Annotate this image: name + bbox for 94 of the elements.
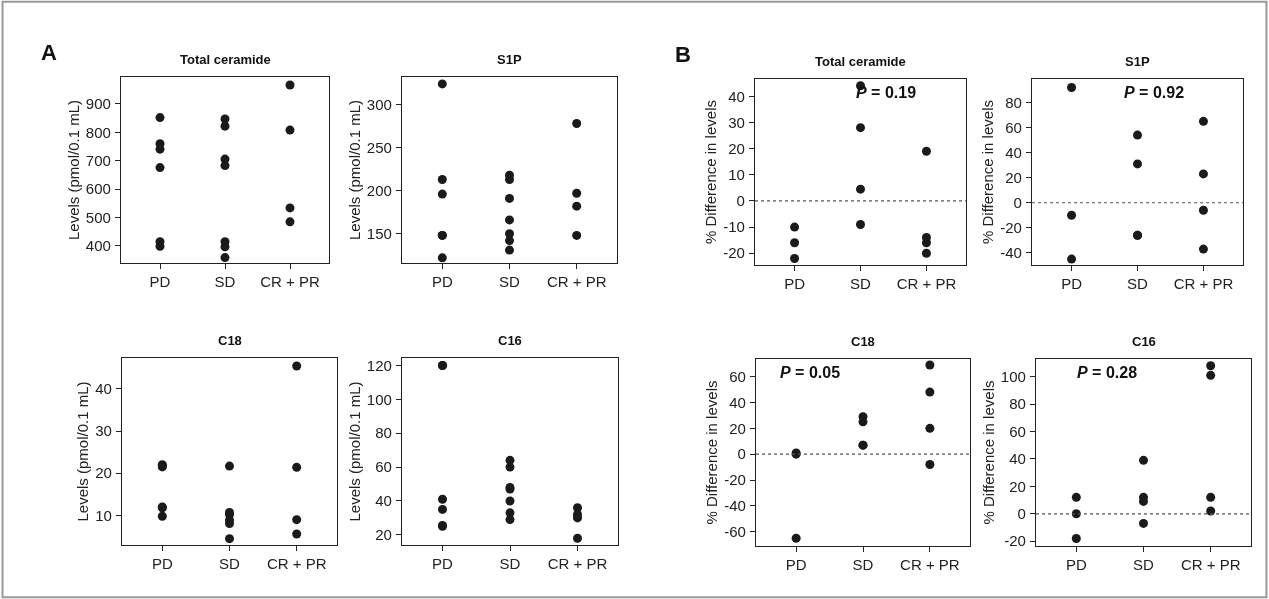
y-tick-label: -20	[1000, 219, 1022, 237]
x-tick-label: CR + PR	[547, 555, 608, 573]
x-tick-label: SD	[219, 555, 241, 573]
y-tick-label: -40	[724, 497, 746, 515]
text: B	[675, 42, 691, 67]
chart-title: Total ceramide	[180, 52, 271, 67]
chart-title: C18	[218, 333, 242, 348]
x-tick-label: PD	[1065, 556, 1087, 574]
y-tick-label: 20	[729, 419, 746, 437]
y-tick-label: 10	[95, 506, 112, 524]
chart-title: S1P	[1125, 54, 1150, 69]
y-axis-title: % Difference in levels	[980, 380, 998, 525]
y-tick-label: 80	[1009, 395, 1026, 413]
y-tick-label: 40	[95, 380, 112, 398]
y-tick-label: 0	[737, 445, 746, 463]
y-tick-label: 20	[728, 139, 745, 157]
x-tick-label: PD	[431, 273, 453, 291]
x-tick-label: SD	[1133, 556, 1155, 574]
x-tick-label: PD	[785, 556, 807, 574]
y-tick-label: 60	[1009, 422, 1026, 440]
y-tick-label: -10	[723, 218, 745, 236]
y-tick-label: 300	[366, 95, 392, 113]
x-tick-label: CR + PR	[260, 273, 320, 291]
y-tick-label: 80	[375, 424, 392, 442]
x-tick-label: SD	[214, 273, 236, 291]
y-tick-label: 120	[366, 356, 392, 374]
y-tick-label: 0	[1013, 194, 1022, 211]
y-tick-label: 40	[1009, 450, 1026, 468]
x-tick-label: PD	[1061, 275, 1083, 293]
y-tick-label: 250	[366, 138, 392, 156]
x-tick-label: CR + PR	[546, 273, 607, 291]
x-tick-label: SD	[499, 273, 521, 291]
x-tick-label: SD	[1127, 275, 1149, 293]
x-tick-label: CR + PR	[900, 556, 960, 574]
y-tick-label: 10	[728, 166, 745, 183]
y-tick-label: 0	[736, 192, 745, 210]
x-tick-label: CR + PR	[266, 555, 327, 573]
y-tick-label: 600	[85, 180, 111, 198]
y-axis-title: % Difference in levels	[702, 100, 720, 244]
y-tick-label: 60	[729, 367, 746, 385]
y-axis-title: % Difference in levels	[979, 100, 997, 244]
x-tick-label: SD	[852, 556, 874, 574]
y-tick-label: -60	[724, 523, 746, 541]
y-tick-label: 500	[85, 208, 111, 226]
y-tick-label: -20	[1004, 532, 1026, 550]
x-tick-label: PD	[151, 555, 173, 573]
y-tick-label: -20	[724, 471, 746, 489]
chart-title: S1P	[497, 52, 522, 67]
y-tick-label: 200	[366, 181, 392, 199]
x-tick-label: PD	[784, 275, 806, 293]
y-tick-label: 20	[375, 526, 392, 544]
annotation: P = 0.92	[1124, 84, 1185, 101]
y-tick-label: 80	[1005, 93, 1022, 111]
y-axis-title: Levels (pmol/0.1 mL)	[346, 381, 364, 522]
y-axis-title: % Difference in levels	[703, 380, 721, 525]
x-tick-label: CR + PR	[896, 275, 957, 293]
annotation: P = 0.28	[1077, 364, 1138, 381]
y-tick-label: -40	[1000, 244, 1022, 262]
y-tick-label: 900	[85, 95, 111, 113]
y-tick-label: -20	[723, 244, 745, 262]
text: A	[41, 40, 57, 65]
y-tick-label: 30	[95, 422, 112, 440]
y-tick-label: 100	[366, 390, 392, 408]
y-tick-label: 40	[728, 87, 745, 105]
y-tick-label: 30	[728, 113, 745, 131]
annotation: P = 0.19	[856, 84, 917, 101]
y-tick-label: 150	[366, 224, 392, 242]
x-tick-label: CR + PR	[1173, 275, 1234, 293]
y-tick-label: 40	[375, 492, 392, 510]
annotation: P = 0.05	[780, 364, 841, 381]
x-tick-label: CR + PR	[1180, 556, 1241, 574]
chart-title: C16	[498, 333, 522, 348]
y-tick-label: 0	[1017, 505, 1026, 523]
x-tick-label: PD	[149, 273, 171, 291]
y-tick-label: 60	[1005, 118, 1022, 136]
y-tick-label: 40	[1005, 143, 1022, 161]
y-tick-label: 400	[85, 237, 111, 255]
y-axis-title: Levels (pmol/0.1 mL)	[65, 99, 83, 241]
chart-title: C18	[851, 334, 875, 349]
y-axis-title: Levels (pmol/0.1 mL)	[346, 99, 364, 241]
x-tick-label: PD	[432, 555, 454, 573]
chart-title: C16	[1132, 334, 1156, 349]
x-tick-label: SD	[499, 555, 521, 573]
y-tick-label: 700	[85, 152, 111, 170]
y-tick-label: 20	[95, 464, 112, 482]
y-tick-label: 60	[375, 458, 392, 476]
y-tick-label: 800	[85, 123, 111, 141]
y-tick-label: 20	[1009, 477, 1026, 495]
y-tick-label: 100	[1000, 367, 1026, 385]
y-tick-label: 40	[729, 393, 746, 411]
x-tick-label: SD	[850, 275, 872, 293]
y-axis-title: Levels (pmol/0.1 mL)	[74, 381, 92, 522]
chart-title: Total ceramide	[815, 54, 906, 69]
y-tick-label: 20	[1005, 168, 1022, 186]
